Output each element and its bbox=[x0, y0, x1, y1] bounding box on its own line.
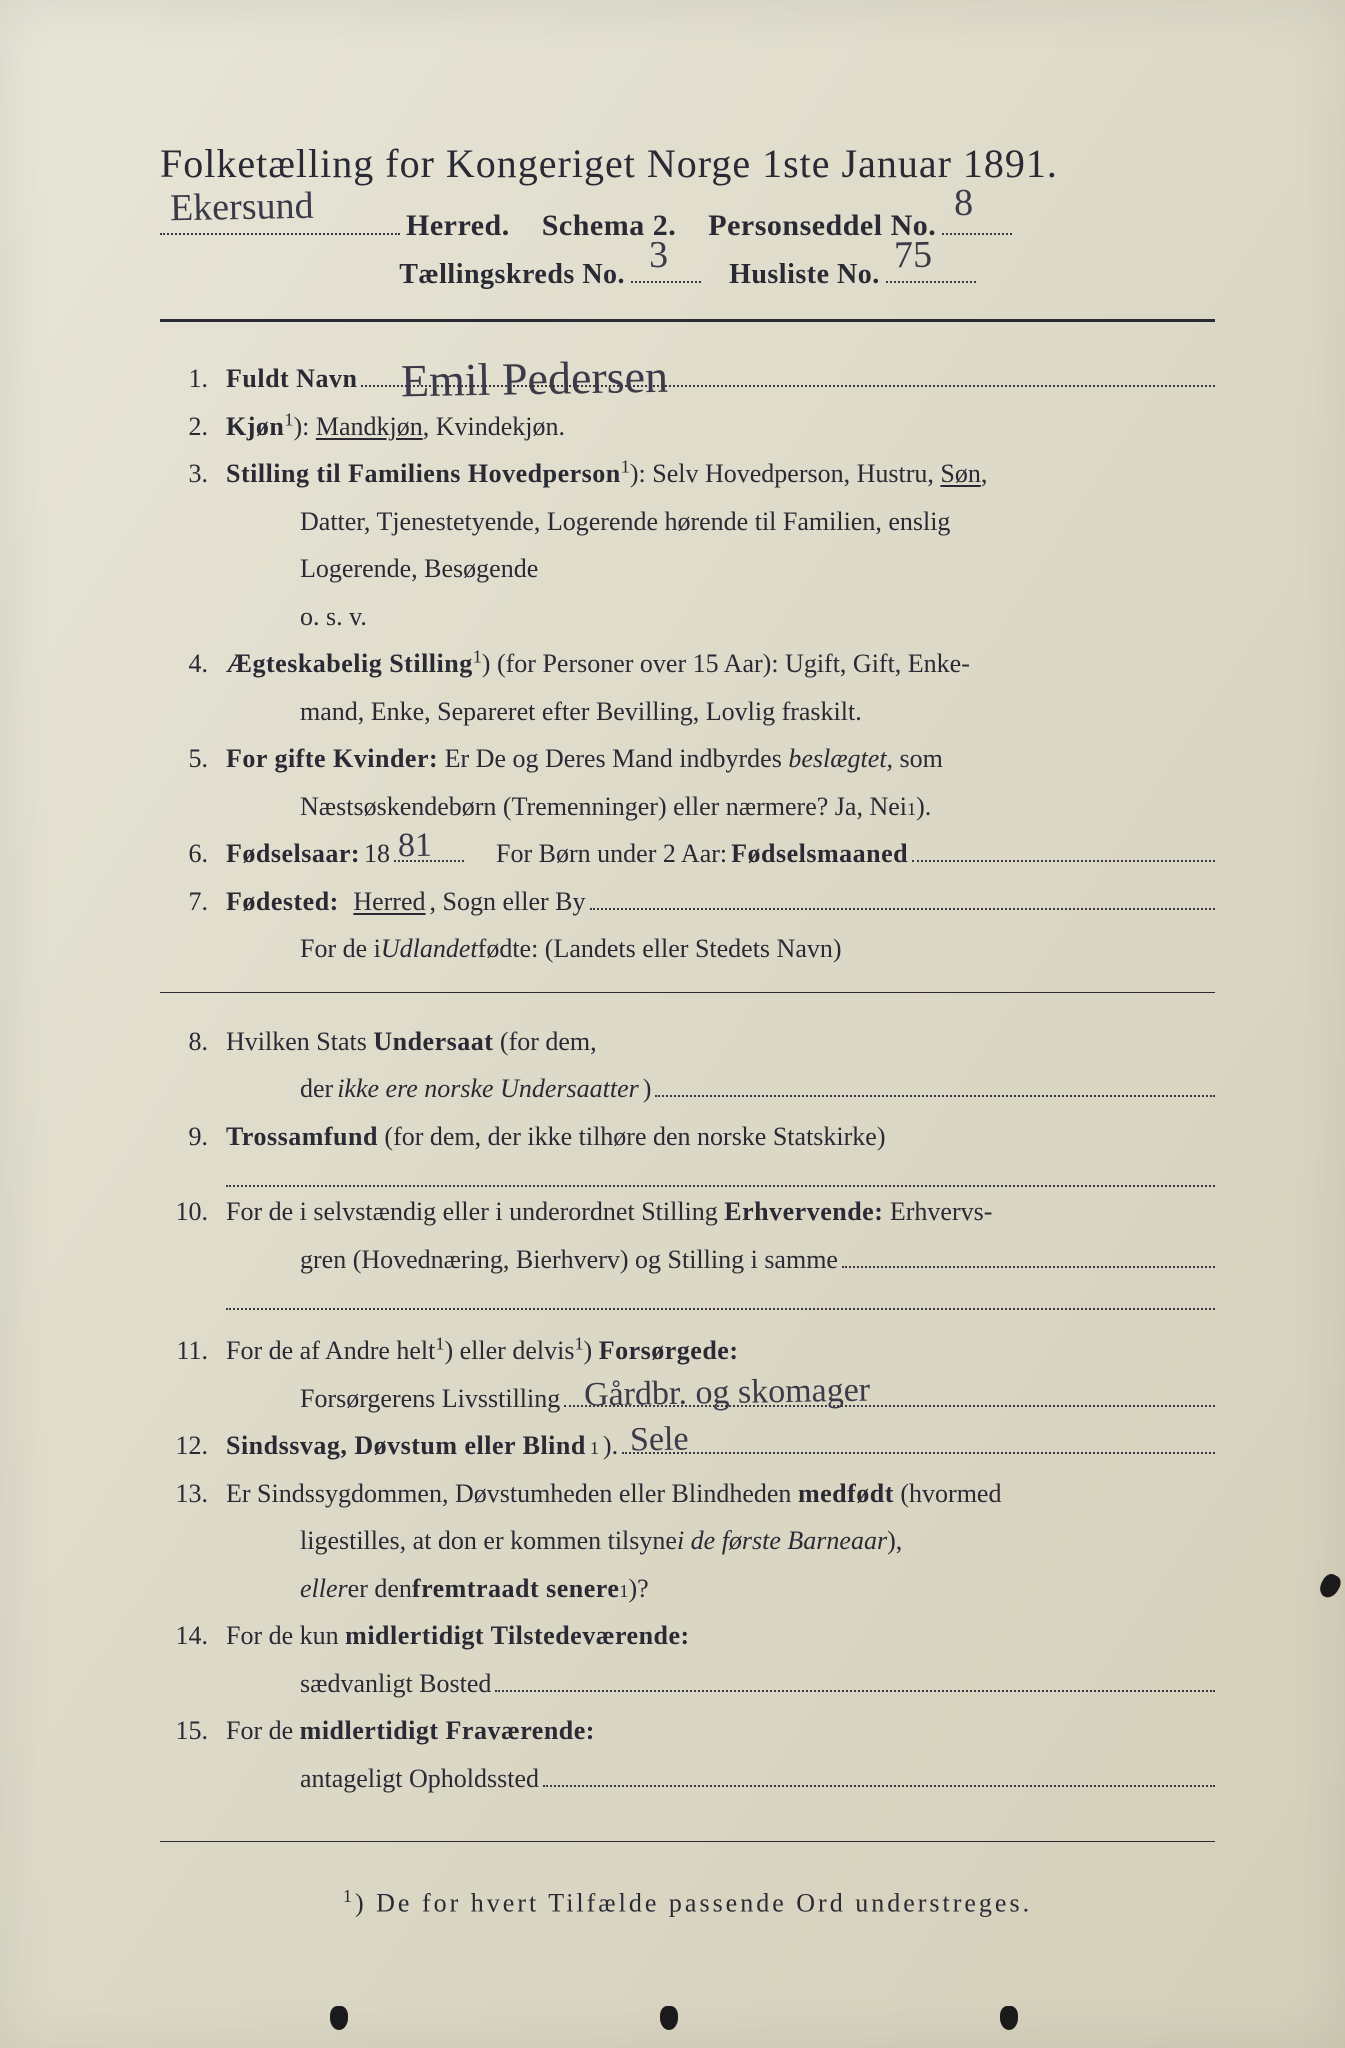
q6-row: 6. Fødselsaar: 18 81 For Børn under 2 Aa… bbox=[160, 831, 1215, 877]
q5-line2: Næstsøskendebørn (Tremenninger) eller næ… bbox=[160, 784, 1215, 830]
footnote: 1) De for hvert Tilfælde passende Ord un… bbox=[160, 1886, 1215, 1919]
q3-line3: Logerende, Besøgende bbox=[160, 546, 1215, 592]
q3-num: 3. bbox=[160, 451, 226, 497]
edge-mark-icon bbox=[1316, 1571, 1344, 1601]
kreds-label: Tællingskreds No. bbox=[399, 259, 625, 291]
q12-value-handwritten: Sele bbox=[630, 1409, 690, 1470]
q3-line2: Datter, Tjenestetyende, Logerende hørend… bbox=[160, 499, 1215, 545]
q1-num: 1. bbox=[160, 356, 226, 402]
q12-num: 12. bbox=[160, 1423, 226, 1469]
husliste-no-handwritten: 75 bbox=[893, 233, 932, 278]
binding-hole-icon bbox=[330, 2006, 348, 2030]
q1-row: 1. Fuldt Navn Emil Pedersen bbox=[160, 356, 1215, 402]
q7-label: Fødested: bbox=[226, 879, 339, 925]
q4-label: Ægteskabelig Stilling bbox=[226, 649, 473, 678]
divider-mid bbox=[160, 992, 1215, 993]
q5-num: 5. bbox=[160, 736, 226, 782]
q12-row: 12. Sindssvag, Døvstum eller Blind1). Se… bbox=[160, 1423, 1215, 1469]
q7-selected: Herred bbox=[353, 879, 425, 925]
q3-row: 3. Stilling til Familiens Hovedperson1):… bbox=[160, 451, 1215, 497]
q1-name-handwritten: Emil Pedersen bbox=[401, 337, 669, 422]
q7-line2: For de i Udlandet fødte: (Landets eller … bbox=[160, 926, 1215, 972]
q3-label: Stilling til Familiens Hovedperson bbox=[226, 459, 621, 488]
header-line-1: Ekersund Herred. Schema 2. Personseddel … bbox=[160, 205, 1215, 243]
divider-top bbox=[160, 319, 1215, 322]
q7-row: 7. Fødested: Herred, Sogn eller By bbox=[160, 879, 1215, 925]
q10-line2: gren (Hovednæring, Bierhverv) og Stillin… bbox=[160, 1237, 1215, 1283]
q11-num: 11. bbox=[160, 1328, 226, 1374]
q14-num: 14. bbox=[160, 1613, 226, 1659]
q7-num: 7. bbox=[160, 879, 226, 925]
census-form-page: Folketælling for Kongeriget Norge 1ste J… bbox=[0, 0, 1345, 2048]
q9-line2 bbox=[160, 1161, 1215, 1187]
q14-row: 14. For de kun midlertidigt Tilstedevære… bbox=[160, 1613, 1215, 1659]
kreds-no-handwritten: 3 bbox=[649, 233, 669, 277]
q12-label: Sindssvag, Døvstum eller Blind bbox=[226, 1423, 586, 1469]
q6-label2: Fødselsmaaned bbox=[731, 831, 908, 877]
binding-hole-icon bbox=[660, 2006, 678, 2030]
q10-num: 10. bbox=[160, 1189, 226, 1235]
q2-label: Kjøn bbox=[226, 412, 284, 441]
q2-row: 2. Kjøn1): Mandkjøn, Kvindekjøn. bbox=[160, 404, 1215, 450]
q11-value-handwritten: Gårdbr. og skomager bbox=[584, 1360, 871, 1424]
q10-row: 10. For de i selvstændig eller i underor… bbox=[160, 1189, 1215, 1235]
q15-row: 15. For de midlertidigt Fraværende: bbox=[160, 1708, 1215, 1754]
q4-num: 4. bbox=[160, 641, 226, 687]
form-title: Folketælling for Kongeriget Norge 1ste J… bbox=[160, 140, 1215, 187]
q5-row: 5. For gifte Kvinder: Er De og Deres Man… bbox=[160, 736, 1215, 782]
q4-row: 4. Ægteskabelig Stilling1) (for Personer… bbox=[160, 641, 1215, 687]
q6-year-handwritten: 81 bbox=[398, 816, 433, 876]
q14-line2: sædvanligt Bosted bbox=[160, 1661, 1215, 1707]
q4-line2: mand, Enke, Separeret efter Bevilling, L… bbox=[160, 689, 1215, 735]
q8-num: 8. bbox=[160, 1019, 226, 1065]
q8-row: 8. Hvilken Stats Undersaat (for dem, bbox=[160, 1019, 1215, 1065]
personseddel-no-handwritten: 8 bbox=[954, 181, 974, 225]
q13-line3: eller er den fremtraadt senere1)? bbox=[160, 1566, 1215, 1612]
q9-num: 9. bbox=[160, 1114, 226, 1160]
divider-bottom bbox=[160, 1841, 1215, 1842]
q9-row: 9. Trossamfund (for dem, der ikke tilhør… bbox=[160, 1114, 1215, 1160]
q10-line3 bbox=[160, 1284, 1215, 1310]
q2-num: 2. bbox=[160, 404, 226, 450]
q6-num: 6. bbox=[160, 831, 226, 877]
q15-num: 15. bbox=[160, 1708, 226, 1754]
q13-line2: ligestilles, at don er kommen tilsyne i … bbox=[160, 1518, 1215, 1564]
herred-handwritten: Ekersund bbox=[170, 184, 314, 230]
header-line-2: Tællingskreds No. 3 Husliste No. 75 bbox=[160, 255, 1215, 291]
q5-label: For gifte Kvinder: bbox=[226, 744, 438, 773]
q8-line2: der ikke ere norske Undersaatter) bbox=[160, 1066, 1215, 1112]
q3-selected: Søn bbox=[940, 459, 980, 488]
q13-num: 13. bbox=[160, 1471, 226, 1517]
q6-label: Fødselsaar: bbox=[226, 831, 360, 877]
herred-label: Herred. bbox=[406, 209, 510, 243]
binding-hole-icon bbox=[1000, 2006, 1018, 2030]
q1-label: Fuldt Navn bbox=[226, 356, 357, 402]
q15-line2: antageligt Opholdssted bbox=[160, 1756, 1215, 1802]
q13-row: 13. Er Sindssygdommen, Døvstumheden elle… bbox=[160, 1471, 1215, 1517]
q3-line4: o. s. v. bbox=[160, 594, 1215, 640]
q9-label: Trossamfund bbox=[226, 1122, 378, 1151]
husliste-label: Husliste No. bbox=[729, 259, 880, 291]
